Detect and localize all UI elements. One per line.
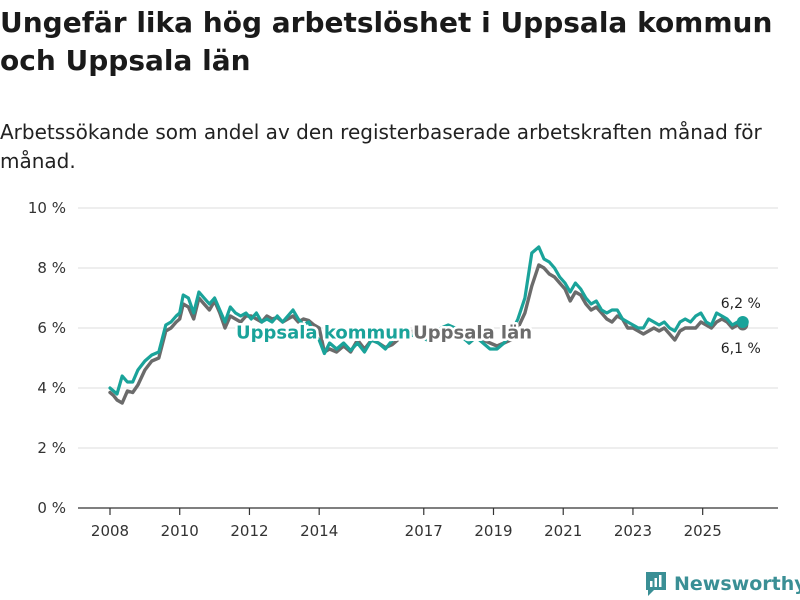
- chart-title: Ungefär lika hög arbetslöshet i Uppsala …: [0, 6, 773, 77]
- line-chart: 0 % 2 % 4 % 6 % 8 % 10 % 2008 2010 2012 2014 2017…: [28, 199, 778, 540]
- series-label-uppsala-ln: Uppsala län: [413, 323, 532, 344]
- x-axis-ticks: 2008 2010 2012 2014 2017 2019 2021 2023 2025: [91, 508, 722, 540]
- chart-subtitle: Arbetssökande som andel av den registerb…: [0, 120, 762, 173]
- x-tick-label: 2019: [474, 522, 512, 540]
- brand-logo[interactable]: Newsworthy: [644, 568, 800, 600]
- annotations: 6,2 % 6,1 % Uppsala kommun Uppsala län: [234, 296, 761, 357]
- y-tick-label: 4 %: [37, 379, 66, 397]
- series-line-uppsala-kommun: [108, 245, 745, 396]
- x-tick-label: 2023: [614, 522, 652, 540]
- series-line-uppsala-ln: [108, 263, 745, 405]
- end-label-uppsala-kommun: 6,2 %: [721, 296, 761, 312]
- y-tick-label: 0 %: [37, 499, 66, 517]
- gridlines: [78, 207, 778, 509]
- end-label-uppsala-lan: 6,1 %: [721, 341, 761, 357]
- series-lines: [108, 245, 749, 405]
- x-tick-label: 2010: [161, 522, 199, 540]
- y-tick-label: 2 %: [37, 439, 66, 457]
- x-tick-label: 2012: [230, 522, 268, 540]
- x-tick-label: 2021: [544, 522, 582, 540]
- x-tick-label: 2008: [91, 522, 129, 540]
- end-marker-uppsala-kommun: [736, 316, 749, 328]
- y-axis-ticks: 0 % 2 % 4 % 6 % 8 % 10 %: [28, 199, 66, 517]
- x-tick-label: 2014: [300, 522, 338, 540]
- brand-name: Newsworthy: [674, 573, 800, 595]
- y-tick-label: 10 %: [28, 199, 66, 217]
- y-tick-label: 8 %: [37, 259, 66, 277]
- x-tick-label: 2025: [684, 522, 722, 540]
- newsworthy-logo-icon: [646, 572, 666, 596]
- y-tick-label: 6 %: [37, 319, 66, 337]
- series-label-uppsala-kommun: Uppsala kommun: [236, 323, 411, 344]
- x-tick-label: 2017: [405, 522, 443, 540]
